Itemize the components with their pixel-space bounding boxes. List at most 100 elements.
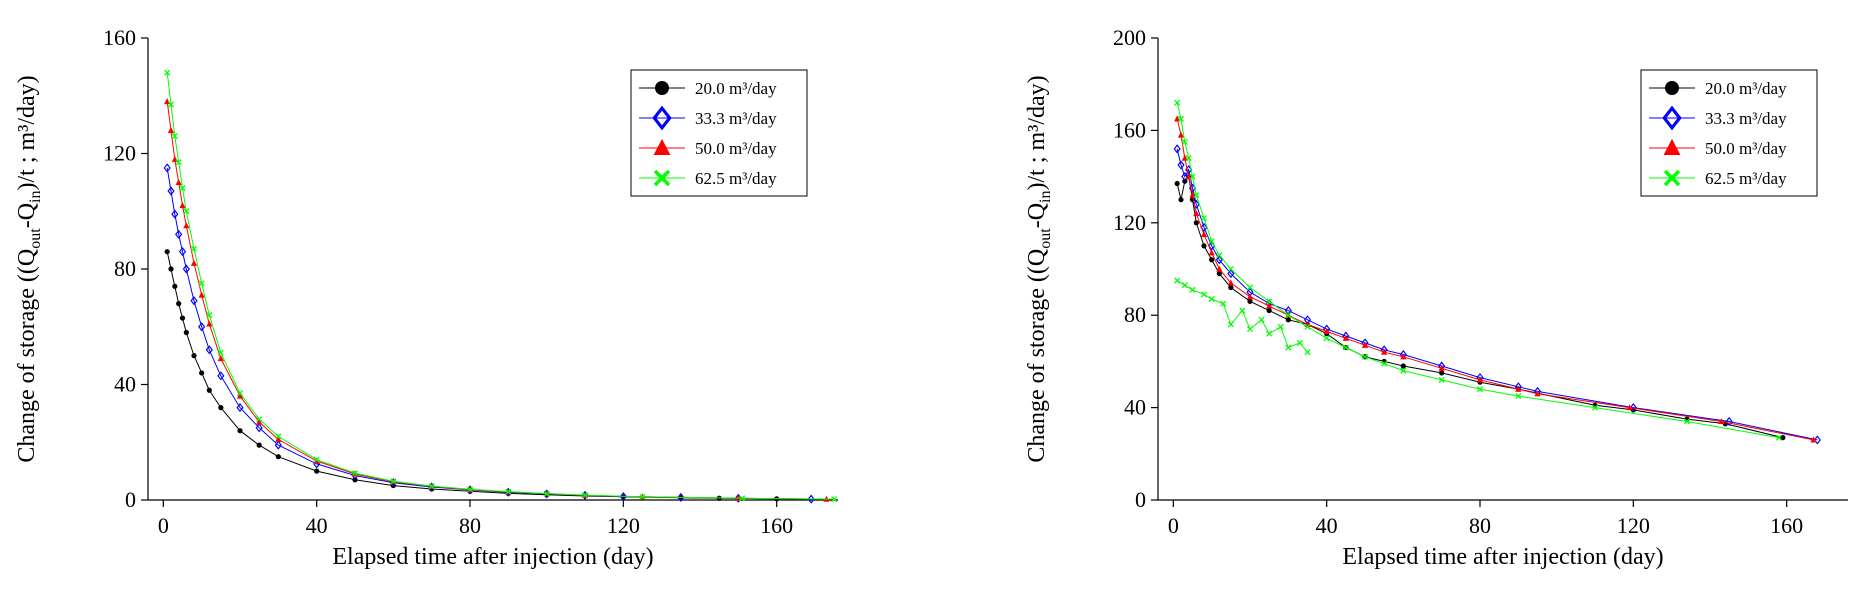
data-point	[1266, 307, 1272, 314]
x-tick-label: 160	[1770, 513, 1803, 538]
y-axis-title-part: Change of storage ((Q	[14, 249, 40, 463]
data-point	[1227, 279, 1234, 286]
legend-label: 20.0 m³/day	[1705, 79, 1787, 98]
data-point	[175, 229, 183, 239]
data-point	[1173, 144, 1181, 154]
data-point	[1591, 404, 1599, 411]
legend-label: 62.5 m³/day	[1705, 169, 1787, 188]
data-point	[236, 403, 244, 413]
data-point	[1177, 131, 1185, 138]
data-point	[1266, 302, 1273, 309]
y-axis-title: Change of storage ((Qout-Qin)/t ; m³/day…	[14, 75, 44, 462]
data-point	[1438, 376, 1445, 383]
data-point	[1361, 353, 1369, 360]
data-point	[739, 495, 746, 502]
data-point	[831, 496, 838, 503]
data-point	[237, 428, 243, 434]
data-point	[179, 315, 186, 321]
data-point	[1246, 326, 1254, 333]
data-point	[1181, 282, 1188, 289]
data-point	[1181, 172, 1189, 182]
data-point	[168, 266, 174, 272]
data-point	[1626, 404, 1633, 411]
data-point	[164, 249, 170, 255]
x-tick-label: 40	[306, 513, 328, 538]
legend-marker	[1663, 138, 1681, 155]
data-point	[1208, 249, 1215, 256]
series	[1174, 174, 1786, 441]
data-point	[505, 488, 512, 495]
data-point	[1534, 390, 1541, 397]
x-tick-label: 40	[1316, 513, 1338, 538]
data-point	[1439, 370, 1445, 376]
data-point	[1189, 173, 1196, 180]
data-point	[1177, 115, 1185, 122]
y-tick-label: 160	[1113, 117, 1146, 142]
data-point	[171, 209, 179, 219]
data-point	[1182, 178, 1188, 184]
data-point	[1285, 344, 1292, 351]
data-point	[314, 468, 320, 474]
data-point	[1813, 435, 1821, 445]
legend: 20.0 m³/day 33.3 m³/day 50.0 m³/day 62.5 m³…	[630, 69, 808, 197]
data-point	[1239, 307, 1246, 314]
series	[1174, 115, 1817, 443]
data-point	[1227, 269, 1235, 279]
data-point	[198, 322, 206, 332]
data-point	[1246, 293, 1254, 300]
data-point	[256, 418, 263, 425]
legend-label: 20.0 m³/day	[695, 79, 777, 98]
y-tick-label: 80	[114, 256, 136, 281]
data-point	[1381, 348, 1388, 355]
data-point	[1476, 386, 1484, 393]
data-point	[1185, 155, 1192, 162]
data-point	[182, 264, 190, 274]
data-point	[175, 178, 182, 185]
series-line	[166, 72, 835, 500]
legend-label: 33.3 m³/day	[1705, 109, 1787, 128]
y-axis-title-subscript: in	[1037, 191, 1054, 203]
data-point	[172, 283, 178, 289]
data-point	[190, 259, 198, 266]
data-point	[1342, 334, 1349, 341]
series	[1174, 99, 1783, 441]
series	[164, 249, 780, 502]
x-tick-label: 0	[1168, 513, 1179, 538]
data-point	[581, 490, 589, 500]
x-axis-title: Elapsed time after injection (day)	[332, 544, 653, 570]
legend-marker	[1663, 169, 1681, 187]
data-point	[218, 405, 224, 411]
data-point	[275, 435, 282, 442]
series	[163, 163, 815, 504]
series-line	[166, 251, 777, 500]
data-point	[217, 371, 225, 381]
legend-label: 50.0 m³/day	[1705, 139, 1787, 158]
data-point	[1775, 434, 1783, 441]
data-point	[1718, 418, 1725, 425]
data-point	[1200, 230, 1208, 237]
data-point	[198, 291, 205, 298]
series	[1174, 277, 1311, 356]
data-point	[807, 494, 815, 504]
data-point	[179, 185, 186, 192]
data-point	[175, 159, 182, 166]
data-point	[1400, 353, 1407, 360]
data-point	[1285, 317, 1291, 323]
data-point	[191, 353, 197, 359]
y-axis-title-part: )/t ; m³/day)	[1024, 75, 1050, 190]
data-point	[1361, 341, 1369, 348]
data-point	[256, 416, 263, 423]
data-point	[1200, 215, 1208, 222]
data-point	[1193, 210, 1200, 217]
data-point	[543, 489, 551, 499]
data-point	[178, 247, 187, 257]
legend-marker	[1662, 105, 1682, 131]
data-point	[1216, 271, 1222, 277]
data-point	[1216, 265, 1223, 272]
y-tick-label: 40	[114, 372, 136, 397]
data-point	[1189, 191, 1196, 198]
series-line	[166, 167, 812, 500]
legend: 20.0 m³/day 33.3 m³/day 50.0 m³/day 62.5 m³…	[1640, 69, 1818, 197]
data-point	[677, 492, 685, 502]
